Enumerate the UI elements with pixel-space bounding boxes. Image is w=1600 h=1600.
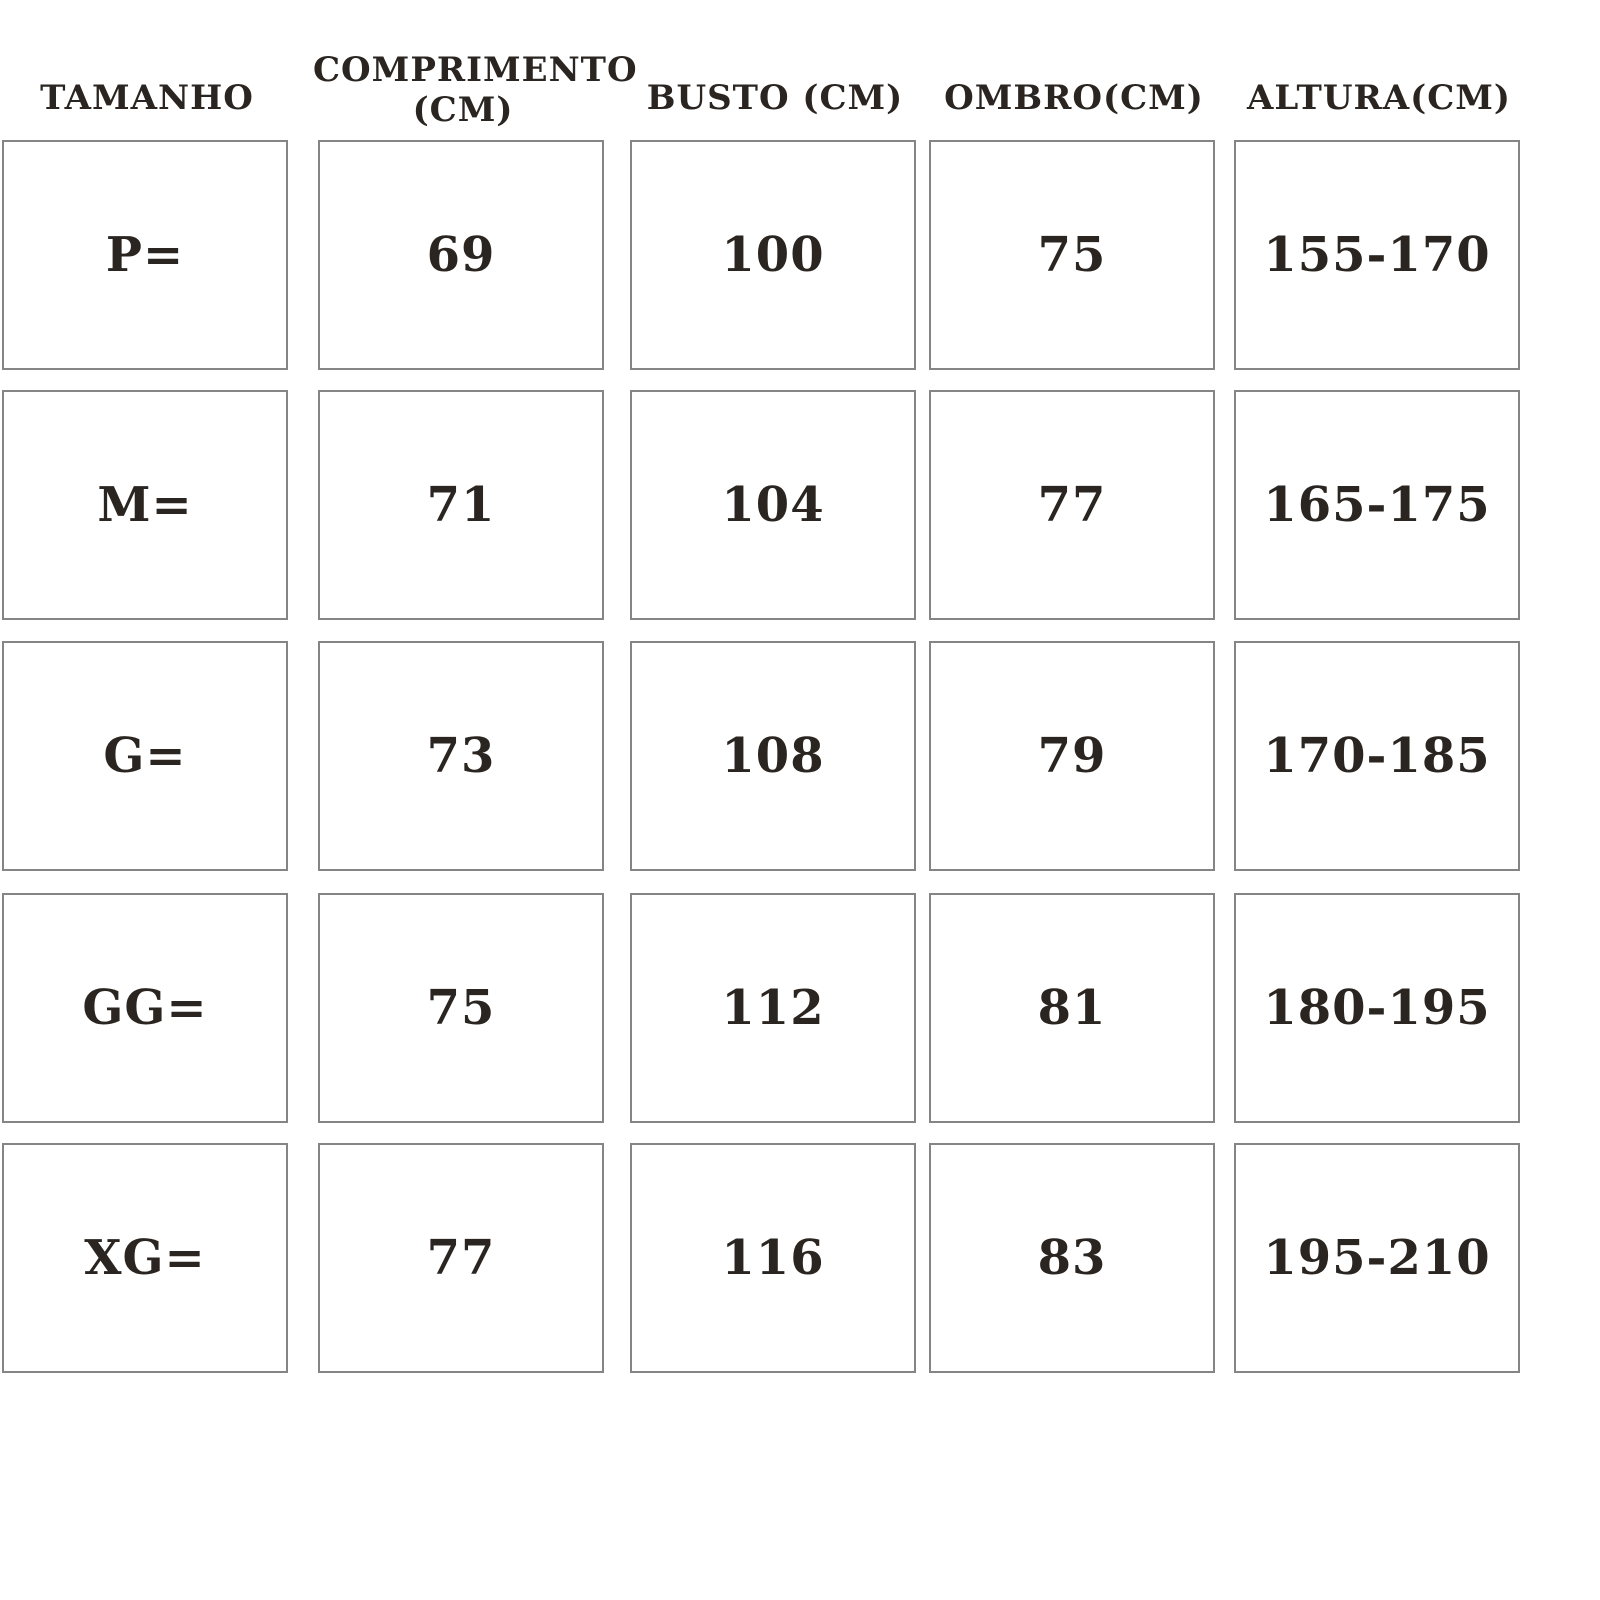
table-cell: 116	[630, 1143, 916, 1373]
table-cell: 77	[929, 390, 1215, 620]
measurement-value: 73	[426, 728, 496, 784]
table-cell: 170-185	[1234, 641, 1520, 871]
table-cell: 180-195	[1234, 893, 1520, 1123]
table-cell: 69	[318, 140, 604, 370]
measurement-value: 77	[1037, 477, 1107, 533]
table-cell: 100	[630, 140, 916, 370]
size-label: G=	[103, 728, 187, 784]
table-cell: 81	[929, 893, 1215, 1123]
header-busto: BUSTO (CM)	[646, 78, 904, 118]
header-ombro: OMBRO(CM)	[944, 78, 1204, 118]
table-cell: 104	[630, 390, 916, 620]
table-cell: 79	[929, 641, 1215, 871]
table-cell: 108	[630, 641, 916, 871]
measurement-value: 69	[426, 227, 496, 283]
measurement-value: 100	[721, 227, 825, 283]
table-cell: XG=	[2, 1143, 288, 1373]
table-cell: 165-175	[1234, 390, 1520, 620]
measurement-value: 155-170	[1263, 227, 1491, 283]
measurement-value: 195-210	[1263, 1230, 1491, 1286]
measurement-value: 108	[721, 728, 825, 784]
measurement-value: 170-185	[1263, 728, 1491, 784]
measurement-value: 81	[1037, 980, 1107, 1036]
table-cell: 155-170	[1234, 140, 1520, 370]
table-cell: 75	[929, 140, 1215, 370]
table-cell: 83	[929, 1143, 1215, 1373]
measurement-value: 71	[426, 477, 496, 533]
measurement-value: 112	[721, 980, 825, 1036]
measurement-value: 180-195	[1263, 980, 1491, 1036]
size-label: GG=	[82, 980, 208, 1036]
table-cell: GG=	[2, 893, 288, 1123]
table-cell: 112	[630, 893, 916, 1123]
measurement-value: 75	[426, 980, 496, 1036]
measurement-value: 165-175	[1263, 477, 1491, 533]
measurement-value: 77	[426, 1230, 496, 1286]
table-cell: P=	[2, 140, 288, 370]
measurement-value: 116	[721, 1230, 825, 1286]
size-label: M=	[97, 477, 193, 533]
size-label: XG=	[84, 1230, 206, 1286]
table-cell: 195-210	[1234, 1143, 1520, 1373]
header-tamanho: TAMANHO	[40, 78, 254, 118]
measurement-value: 104	[721, 477, 825, 533]
header-altura: ALTURA(CM)	[1247, 78, 1511, 118]
table-cell: 77	[318, 1143, 604, 1373]
table-cell: 73	[318, 641, 604, 871]
measurement-value: 75	[1037, 227, 1107, 283]
header-comprimento: COMPRIMENTO (CM)	[313, 50, 638, 130]
size-label: P=	[105, 227, 185, 283]
measurement-value: 83	[1037, 1230, 1107, 1286]
table-cell: G=	[2, 641, 288, 871]
table-cell: M=	[2, 390, 288, 620]
table-cell: 71	[318, 390, 604, 620]
measurement-value: 79	[1037, 728, 1107, 784]
table-cell: 75	[318, 893, 604, 1123]
